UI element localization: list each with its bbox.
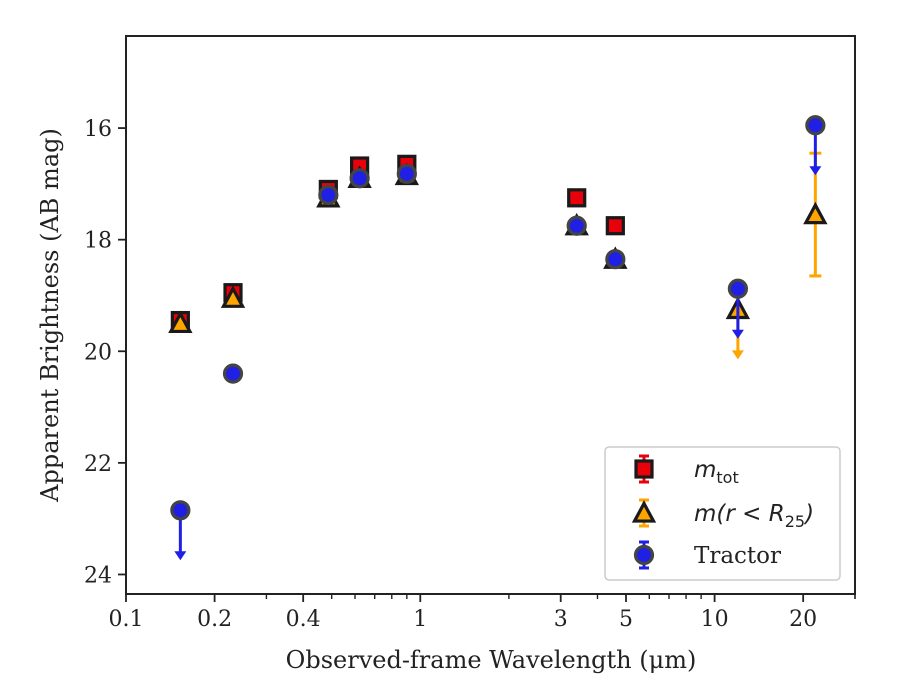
x-tick-label-6: 10 — [701, 607, 729, 632]
data-point-triangle-0 — [168, 310, 193, 334]
y-tick-label-3: 22 — [84, 452, 112, 477]
data-point-circle-3 — [349, 168, 370, 189]
x-tick-label-3: 1 — [413, 607, 427, 632]
data-point-square-5 — [567, 188, 587, 208]
y-tick-label-2: 20 — [84, 340, 112, 365]
data-point-circle-1 — [222, 363, 244, 384]
legend-label-circle: Tractor — [694, 543, 781, 569]
x-tick-label-4: 3 — [554, 607, 568, 632]
data-point-square-6 — [605, 216, 625, 236]
y-tick-label-0: 16 — [84, 117, 112, 142]
data-point-circle-4 — [396, 163, 417, 184]
legend-marker-square — [634, 459, 654, 479]
legend-label-triangle: m(r < R25) — [694, 501, 814, 531]
series-circle — [170, 115, 826, 561]
legend-marker-circle — [633, 544, 655, 566]
x-tick-label-7: 20 — [789, 607, 817, 632]
plot-area — [168, 115, 828, 561]
legend-box — [604, 446, 841, 581]
data-point-circle-8 — [805, 115, 826, 136]
axes: 0.1 0.2 0.4 1 3 5 10 20 16 18 20 22 24 — [84, 35, 856, 632]
y-tick-label-1: 18 — [84, 229, 112, 254]
data-point-triangle-8 — [803, 201, 828, 225]
y-axis-label: Apparent Brightness (AB mag) — [36, 128, 64, 503]
data-point-circle-0 — [170, 500, 191, 521]
x-tick-label-0: 0.1 — [109, 607, 144, 632]
data-point-circle-5 — [566, 215, 587, 236]
legend-entry-circle: Tractor — [633, 540, 781, 570]
data-point-circle-2 — [318, 184, 339, 206]
x-tick-label-1: 0.2 — [197, 607, 232, 632]
x-tick-label-2: 0.4 — [286, 607, 321, 632]
data-point-circle-6 — [605, 249, 626, 270]
x-axis-label: Observed-frame Wavelength (μm) — [286, 646, 697, 674]
data-point-circle-7 — [727, 278, 748, 299]
plot-frame — [125, 35, 856, 595]
y-tick-label-4: 24 — [84, 563, 112, 588]
data-point-triangle-1 — [220, 285, 246, 308]
legend-entry-triangle: m(r < R25) — [631, 498, 814, 531]
legend-marker-triangle — [631, 500, 657, 523]
x-tick-label-5: 5 — [619, 607, 633, 632]
